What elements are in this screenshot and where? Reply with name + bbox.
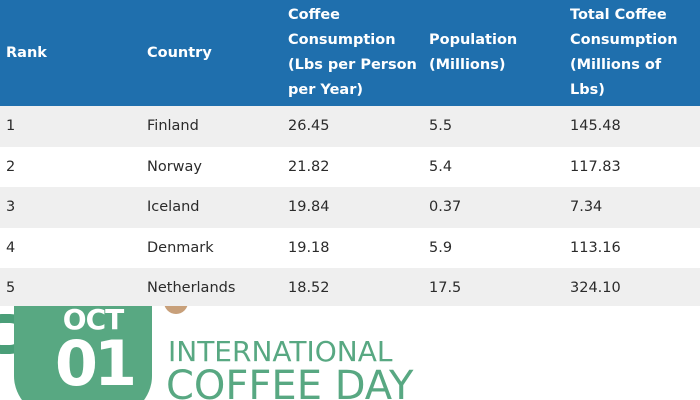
header-total-line: Consumption: [570, 32, 678, 48]
date-month: OCT: [50, 306, 136, 336]
header-consumption-line: Coffee: [288, 7, 341, 23]
cell-population: 17.5: [429, 280, 462, 297]
coffee-bean-icon: [164, 306, 188, 314]
cell-total: 145.48: [570, 118, 621, 135]
header-population-line: (Millions): [429, 57, 506, 73]
cell-rank: 4: [6, 239, 16, 256]
coffee-consumption-table: Rank Country Coffee Consumption (Lbs per…: [0, 0, 700, 309]
data-table: Rank Country Coffee Consumption (Lbs per…: [0, 0, 700, 309]
header-consumption-line: per Year): [288, 82, 363, 98]
cell-consumption: 21.82: [288, 158, 330, 175]
cell-population: 0.37: [429, 199, 462, 216]
cell-total: 117.83: [570, 158, 621, 175]
header-consumption-line: (Lbs per Person: [288, 57, 417, 73]
table-row: 1 Finland 26.45 5.5 145.48: [0, 106, 700, 147]
cell-rank: 1: [6, 118, 16, 135]
header-total-line: Lbs): [570, 82, 605, 98]
header-consumption: Coffee Consumption (Lbs per Person per Y…: [282, 0, 423, 106]
cell-total: 7.34: [570, 199, 603, 216]
table-row: 3 Iceland 19.84 0.37 7.34: [0, 187, 700, 228]
cell-country: Netherlands: [147, 280, 236, 297]
table-row: 4 Denmark 19.18 5.9 113.16: [0, 227, 700, 268]
cell-country: Iceland: [147, 199, 200, 216]
cell-consumption: 19.84: [288, 199, 330, 216]
header-total-line: Total Coffee: [570, 7, 667, 23]
cell-population: 5.5: [429, 118, 453, 135]
cell-country: Denmark: [147, 239, 214, 256]
cell-country: Norway: [147, 158, 203, 175]
cell-rank: 2: [6, 158, 16, 175]
header-total: Total Coffee Consumption (Millions of Lb…: [564, 0, 700, 106]
header-population-line: Population: [429, 32, 518, 48]
banner-title-line1: INTERNATIONAL: [168, 335, 393, 368]
date-day: 01: [54, 327, 137, 400]
cell-total: 324.10: [570, 280, 621, 297]
cell-population: 5.4: [429, 158, 453, 175]
header-total-line: (Millions of: [570, 57, 662, 73]
cell-rank: 3: [6, 199, 16, 216]
banner-title-line2: COFFEE DAY: [166, 363, 414, 400]
table-row: 5 Netherlands 18.52 17.5 324.10: [0, 268, 700, 309]
cell-consumption: 18.52: [288, 280, 330, 297]
cell-consumption: 19.18: [288, 239, 330, 256]
table-row: 2 Norway 21.82 5.4 117.83: [0, 146, 700, 187]
cell-rank: 5: [6, 280, 16, 297]
cell-total: 113.16: [570, 239, 621, 256]
header-country: Country: [147, 44, 212, 61]
coffee-day-banner: OCT 01 INTERNATIONAL COFFEE DAY: [0, 306, 700, 400]
cell-country: Finland: [147, 118, 199, 135]
cell-population: 5.9: [429, 239, 453, 256]
header-consumption-line: Consumption: [288, 32, 396, 48]
cell-consumption: 26.45: [288, 118, 330, 135]
header-rank: Rank: [6, 44, 47, 61]
header-row: Rank Country Coffee Consumption (Lbs per…: [0, 0, 700, 106]
header-population: Population (Millions): [423, 0, 564, 106]
